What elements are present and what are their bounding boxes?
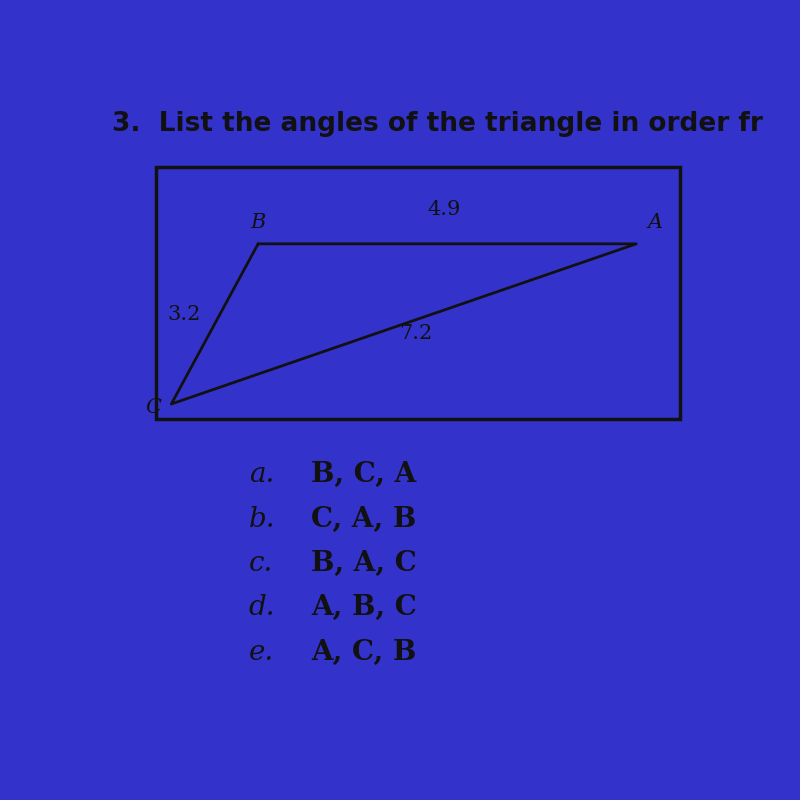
Text: 3.2: 3.2: [167, 305, 200, 324]
Text: B, A, C: B, A, C: [310, 550, 417, 577]
Text: a.: a.: [249, 462, 274, 488]
Text: e.: e.: [249, 638, 274, 666]
FancyBboxPatch shape: [156, 167, 680, 419]
Text: C: C: [145, 398, 161, 417]
Text: 4.9: 4.9: [427, 201, 461, 219]
Text: B, C, A: B, C, A: [310, 462, 416, 488]
Text: 7.2: 7.2: [399, 324, 433, 342]
Text: A, B, C: A, B, C: [310, 594, 417, 622]
Text: c.: c.: [249, 550, 273, 577]
Text: 3.  List the angles of the triangle in order fr: 3. List the angles of the triangle in or…: [112, 111, 763, 138]
Text: C, A, B: C, A, B: [310, 506, 416, 533]
Text: d.: d.: [249, 594, 275, 622]
Text: A, C, B: A, C, B: [310, 638, 416, 666]
Text: B: B: [250, 213, 266, 232]
Text: A: A: [647, 213, 662, 232]
Text: b.: b.: [249, 506, 275, 533]
